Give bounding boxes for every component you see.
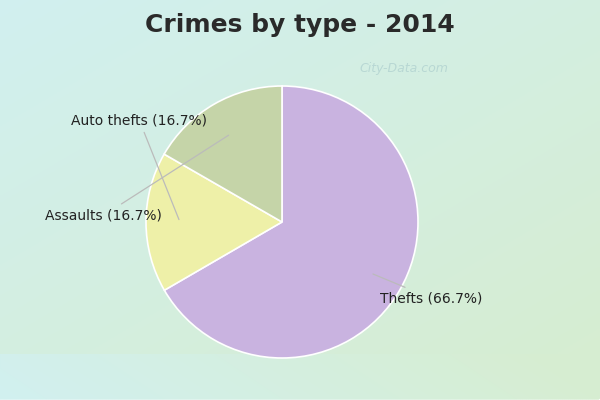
Wedge shape (146, 154, 282, 290)
Text: City-Data.com: City-Data.com (360, 62, 449, 75)
